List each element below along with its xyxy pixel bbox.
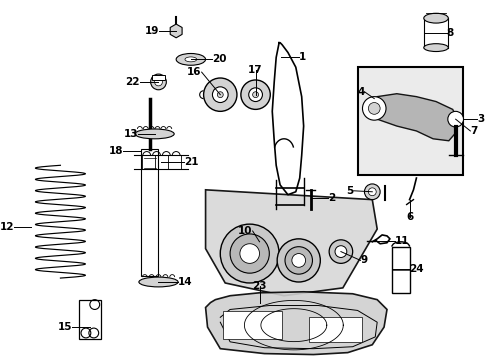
Circle shape (362, 96, 385, 120)
Polygon shape (205, 190, 376, 296)
Text: 24: 24 (409, 264, 423, 274)
Text: 13: 13 (123, 129, 138, 139)
Ellipse shape (423, 44, 447, 51)
Circle shape (230, 234, 269, 273)
Bar (223, 311, 282, 339)
Circle shape (240, 244, 259, 264)
Circle shape (367, 103, 379, 114)
Text: 23: 23 (252, 281, 266, 291)
Circle shape (248, 88, 262, 102)
Circle shape (154, 78, 162, 86)
Text: 15: 15 (58, 322, 72, 332)
Bar (151, 75, 165, 80)
Ellipse shape (184, 57, 196, 62)
Text: 19: 19 (145, 26, 159, 36)
Bar (391, 247, 409, 293)
Circle shape (291, 253, 305, 267)
Ellipse shape (139, 277, 178, 287)
Bar (141, 149, 158, 276)
Ellipse shape (423, 13, 447, 23)
Bar (357, 67, 462, 175)
Text: 12: 12 (0, 222, 14, 232)
Text: 9: 9 (360, 255, 367, 265)
Circle shape (252, 92, 258, 98)
Circle shape (328, 240, 352, 264)
Text: 18: 18 (108, 145, 123, 156)
Circle shape (447, 111, 463, 127)
Polygon shape (205, 292, 386, 355)
Text: 8: 8 (446, 28, 453, 38)
Text: 17: 17 (248, 65, 263, 75)
Text: 3: 3 (476, 114, 484, 124)
Bar (79, 300, 101, 339)
Circle shape (212, 87, 228, 103)
Circle shape (285, 247, 312, 274)
Text: 1: 1 (298, 53, 305, 62)
Text: 10: 10 (238, 226, 252, 236)
Circle shape (217, 92, 223, 98)
Text: 11: 11 (394, 236, 408, 246)
Bar (308, 317, 362, 342)
Circle shape (367, 188, 375, 196)
Circle shape (203, 78, 237, 111)
Circle shape (241, 80, 270, 109)
Text: 16: 16 (187, 67, 201, 77)
Text: 5: 5 (346, 186, 353, 196)
Circle shape (150, 74, 166, 90)
Text: 20: 20 (212, 54, 226, 64)
Ellipse shape (176, 54, 205, 65)
Text: 14: 14 (178, 277, 192, 287)
Text: 22: 22 (125, 77, 140, 87)
Circle shape (277, 239, 320, 282)
Ellipse shape (135, 129, 174, 139)
Circle shape (220, 224, 279, 283)
Text: 21: 21 (183, 157, 198, 167)
Circle shape (364, 184, 379, 199)
Text: 4: 4 (356, 87, 364, 97)
Polygon shape (366, 94, 458, 141)
Circle shape (334, 246, 346, 257)
Text: 7: 7 (469, 126, 477, 136)
Text: 6: 6 (405, 212, 412, 222)
Text: 2: 2 (327, 193, 335, 203)
